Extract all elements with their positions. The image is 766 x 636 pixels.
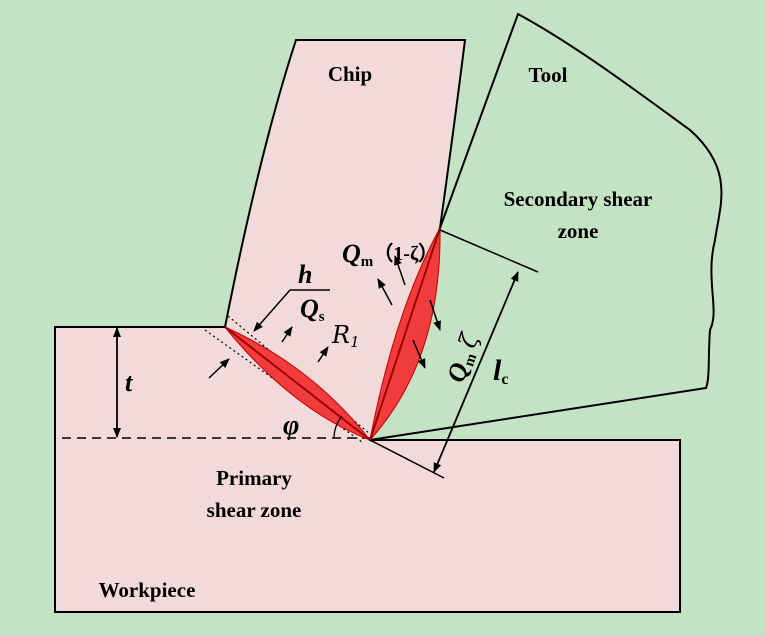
- primary-shear-zone-label-line2: shear zone: [207, 498, 302, 522]
- qm-one-minus-zeta-symbol: Qm（1-ζ）: [342, 239, 438, 270]
- h-symbol: h: [298, 260, 312, 289]
- primary-shear-plane-line: [224, 326, 371, 441]
- qs-heat-arrow-into-workpiece: [208, 358, 230, 379]
- lc-dimension-arrow: [433, 271, 519, 473]
- secondary-shear-zone-label-line1: Secondary shear: [504, 187, 653, 211]
- workpiece-label: Workpiece: [99, 578, 196, 602]
- qs-heat-arrow-1: [281, 326, 293, 343]
- chip-label: Chip: [328, 62, 372, 86]
- qs-symbol: Qs: [300, 294, 325, 325]
- qm-arrow-into-chip-2: [377, 278, 393, 306]
- lc-extension-top: [439, 229, 539, 273]
- primary-shear-zone-label-line1: Primary: [216, 466, 292, 490]
- phi-symbol: φ: [283, 410, 299, 441]
- phi-arc: [333, 415, 343, 439]
- lc-extension-bottom: [369, 439, 445, 479]
- lc-symbol: lc: [493, 354, 508, 388]
- qm-arrow-into-tool-1: [429, 299, 441, 331]
- secondary-shear-zone-label-line2: zone: [558, 219, 599, 243]
- qm-arrow-into-chip-1: [394, 255, 406, 286]
- tool-chip-contact-line: [369, 227, 441, 441]
- r1-symbol: R1: [331, 321, 360, 351]
- qm-arrow-into-tool-2: [412, 339, 426, 369]
- primary-zone-boundary-upper: [227, 315, 371, 435]
- h-leader-line: [253, 289, 330, 332]
- qs-heat-arrow-2: [317, 346, 329, 363]
- chip-body: [223, 39, 467, 442]
- tool-label: Tool: [529, 63, 568, 87]
- t-symbol: t: [125, 368, 133, 397]
